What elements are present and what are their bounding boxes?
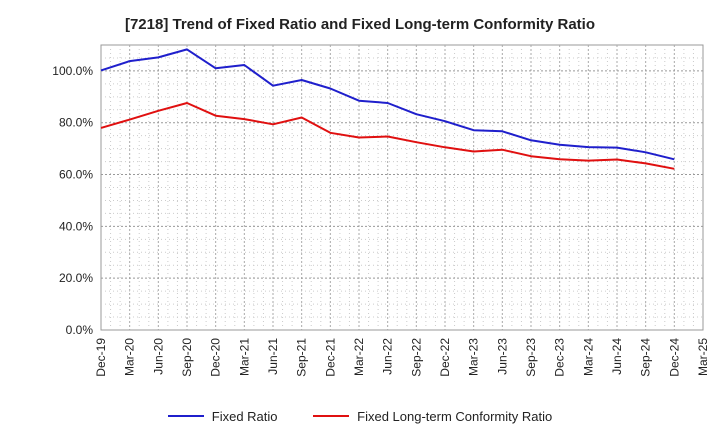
x-tick-label: Dec-21 [323, 338, 337, 377]
x-tick-label: Dec-24 [667, 338, 681, 377]
x-tick-label: Dec-22 [438, 338, 452, 377]
chart-title: [7218] Trend of Fixed Ratio and Fixed Lo… [124, 16, 596, 33]
x-tick-label: Sep-23 [524, 338, 538, 377]
x-tick-label: Mar-23 [467, 338, 481, 376]
x-tick-label: Mar-25 [696, 338, 710, 376]
legend-swatch-fixed-long-term [313, 415, 350, 417]
y-tick-label: 80.0% [59, 116, 93, 130]
x-tick-label: Mar-24 [581, 338, 595, 376]
x-tick-label: Sep-21 [295, 338, 309, 377]
x-tick-label: Jun-23 [495, 338, 509, 375]
x-tick-label: Jun-21 [266, 338, 280, 375]
x-tick-label: Dec-19 [94, 338, 108, 377]
legend-swatch-fixed-ratio [167, 415, 204, 417]
y-tick-label: 0.0% [66, 323, 94, 337]
y-tick-label: 100.0% [52, 64, 93, 78]
x-tick-label: Mar-20 [123, 338, 137, 376]
x-tick-label: Jun-24 [610, 338, 624, 375]
x-tick-label: Sep-24 [639, 338, 653, 377]
legend-item-fixed-long-term: Fixed Long-term Conformity Ratio [313, 409, 552, 424]
y-tick-label: 20.0% [59, 271, 93, 285]
x-tick-label: Dec-20 [209, 338, 223, 377]
x-tick-label: Mar-21 [237, 338, 251, 376]
series-line-1 [100, 102, 675, 170]
x-tick-label: Sep-22 [409, 338, 423, 377]
y-tick-label: 60.0% [59, 168, 93, 182]
x-tick-label: Mar-22 [352, 338, 366, 376]
legend-item-fixed-ratio: Fixed Ratio [167, 408, 278, 424]
x-tick-label: Jun-20 [151, 338, 165, 375]
x-tick-label: Sep-20 [180, 338, 194, 377]
series-line-0 [100, 48, 675, 161]
x-tick-label: Jun-22 [381, 338, 395, 375]
chart-legend: Fixed Ratio Fixed Long-term Conformity R… [0, 405, 720, 424]
y-tick-label: 40.0% [59, 219, 93, 233]
legend-label-fixed-ratio: Fixed Ratio [211, 408, 278, 424]
x-tick-label: Dec-23 [553, 338, 567, 377]
legend-label-fixed-long-term: Fixed Long-term Conformity Ratio [357, 408, 553, 424]
